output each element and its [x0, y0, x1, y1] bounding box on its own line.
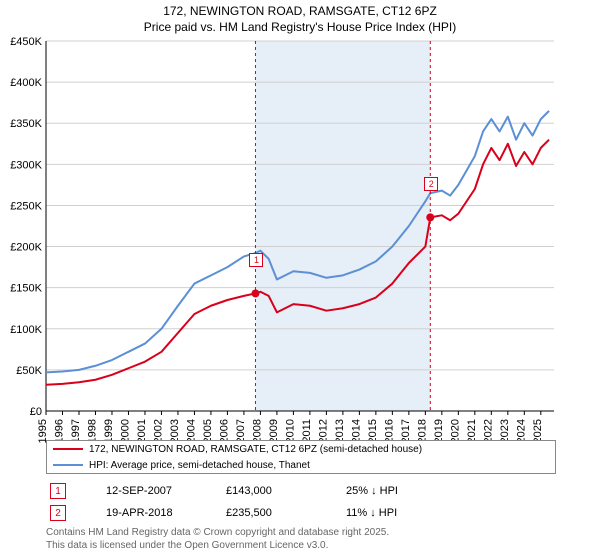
svg-text:£150K: £150K [10, 283, 42, 295]
legend-row: 172, NEWINGTON ROAD, RAMSGATE, CT12 6PZ … [47, 441, 555, 457]
svg-text:£450K: £450K [10, 36, 42, 48]
attribution: Contains HM Land Registry data © Crown c… [46, 526, 554, 552]
chart-marker-1: 1 [249, 253, 263, 267]
attribution-line1: Contains HM Land Registry data © Crown c… [46, 526, 554, 539]
title-line1: 172, NEWINGTON ROAD, RAMSGATE, CT12 6PZ [0, 4, 600, 20]
svg-text:£100K: £100K [10, 324, 42, 336]
svg-text:£200K: £200K [10, 242, 42, 254]
transaction-marker: 2 [50, 505, 66, 521]
title-line2: Price paid vs. HM Land Registry's House … [0, 20, 600, 36]
legend-label: 172, NEWINGTON ROAD, RAMSGATE, CT12 6PZ … [89, 444, 422, 455]
svg-text:£50K: £50K [16, 365, 42, 377]
attribution-line2: This data is licensed under the Open Gov… [46, 539, 554, 552]
transaction-hpi-delta: 25% ↓ HPI [346, 485, 398, 497]
transaction-price: £235,500 [226, 507, 346, 519]
transaction-date: 12-SEP-2007 [106, 485, 226, 497]
svg-text:£350K: £350K [10, 118, 42, 130]
transaction-row: 1 12-SEP-2007£143,00025% ↓ HPI [46, 482, 554, 500]
svg-text:£0: £0 [30, 406, 42, 418]
svg-text:£300K: £300K [10, 160, 42, 172]
legend-swatch [53, 464, 83, 466]
transaction-price: £143,000 [226, 485, 346, 497]
transaction-row: 2 19-APR-2018£235,50011% ↓ HPI [46, 504, 554, 522]
legend: 172, NEWINGTON ROAD, RAMSGATE, CT12 6PZ … [46, 440, 556, 474]
legend-swatch [53, 448, 83, 450]
svg-text:£400K: £400K [10, 77, 42, 89]
transactions-table: 1 12-SEP-2007£143,00025% ↓ HPI 2 19-APR-201… [46, 478, 554, 522]
chart-marker-2: 2 [424, 177, 438, 191]
transaction-date: 19-APR-2018 [106, 507, 226, 519]
chart-title: 172, NEWINGTON ROAD, RAMSGATE, CT12 6PZ … [0, 0, 600, 35]
transaction-marker: 1 [50, 483, 66, 499]
legend-row: HPI: Average price, semi-detached house,… [47, 457, 555, 473]
line-chart: £0 £50K £100K £150K £200K £250K £300K £350K £400… [0, 35, 600, 445]
svg-text:£250K: £250K [10, 201, 42, 213]
transaction-hpi-delta: 11% ↓ HPI [346, 507, 397, 519]
legend-label: HPI: Average price, semi-detached house,… [89, 460, 310, 471]
